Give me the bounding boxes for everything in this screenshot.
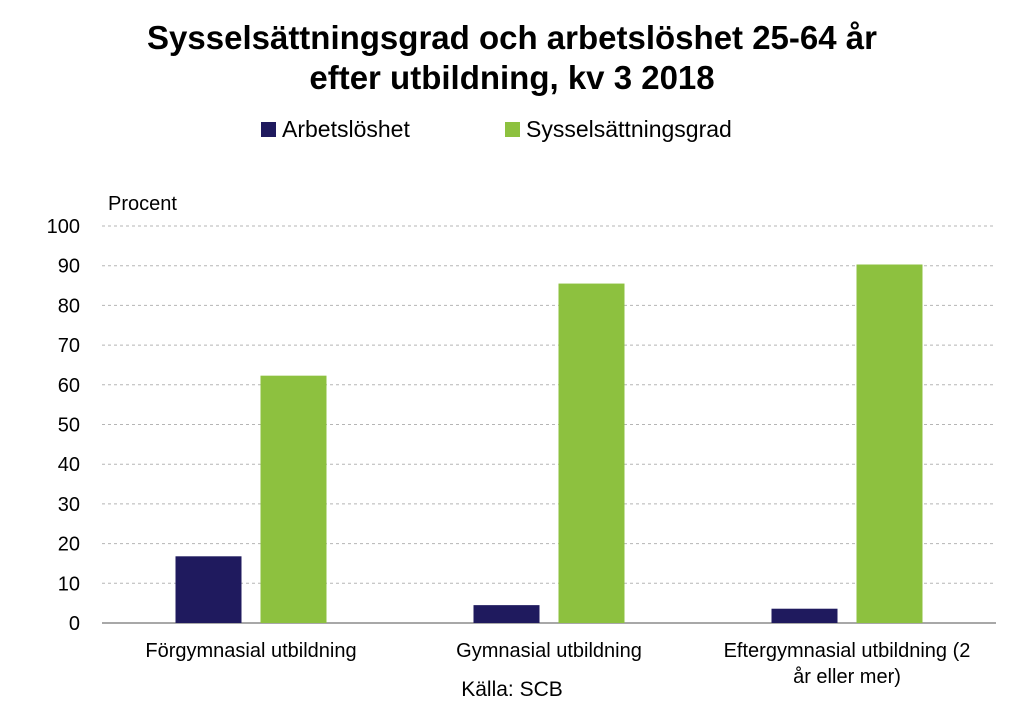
- legend-item-arbetsloshet: Arbetslöshet: [261, 116, 410, 143]
- x-tick-label: år eller mer): [793, 666, 901, 688]
- chart-title-line1: Sysselsättningsgrad och arbetslöshet 25-…: [147, 19, 877, 56]
- chart-legend: Arbetslöshet Sysselsättningsgrad: [0, 116, 1024, 146]
- bars: [175, 264, 923, 623]
- legend-item-sysselsattningsgrad: Sysselsättningsgrad: [505, 116, 732, 143]
- bar-sysselsattningsgrad: [558, 283, 625, 623]
- y-tick-label: 70: [58, 335, 80, 357]
- bar-arbetsloshet: [175, 556, 242, 623]
- gridlines: [102, 225, 996, 624]
- x-tick-label: Gymnasial utbildning: [456, 640, 642, 662]
- chart-title-line2: efter utbildning, kv 3 2018: [309, 59, 715, 96]
- y-tick-label: 30: [58, 494, 80, 516]
- chart-title: Sysselsättningsgrad och arbetslöshet 25-…: [0, 18, 1024, 98]
- y-tick-label: 40: [58, 454, 80, 476]
- bar-sysselsattningsgrad: [856, 264, 923, 623]
- y-axis-label: Procent: [108, 193, 177, 215]
- bar-arbetsloshet: [473, 605, 540, 623]
- source-note: Källa: SCB: [461, 678, 563, 701]
- y-tick-label: 100: [47, 216, 80, 238]
- y-tick-label: 60: [58, 375, 80, 397]
- y-axis-ticks: 0 10 20 30 40 50 60 70 80 90 100: [47, 216, 80, 635]
- bar-sysselsattningsgrad: [260, 375, 327, 623]
- y-tick-label: 90: [58, 256, 80, 278]
- bar-arbetsloshet: [771, 608, 838, 623]
- x-tick-label: Eftergymnasial utbildning (2: [724, 640, 971, 662]
- x-tick-label: Förgymnasial utbildning: [145, 640, 356, 662]
- legend-label-sysselsattningsgrad: Sysselsättningsgrad: [526, 116, 732, 142]
- x-axis-labels: Förgymnasial utbildning Gymnasial utbildn…: [145, 640, 970, 688]
- y-tick-label: 50: [58, 415, 80, 437]
- y-tick-label: 10: [58, 573, 80, 595]
- y-tick-label: 0: [69, 613, 80, 635]
- legend-swatch-sysselsattningsgrad: [505, 122, 520, 137]
- legend-swatch-arbetsloshet: [261, 122, 276, 137]
- y-tick-label: 80: [58, 295, 80, 317]
- legend-label-arbetsloshet: Arbetslöshet: [282, 116, 410, 142]
- y-tick-label: 20: [58, 534, 80, 556]
